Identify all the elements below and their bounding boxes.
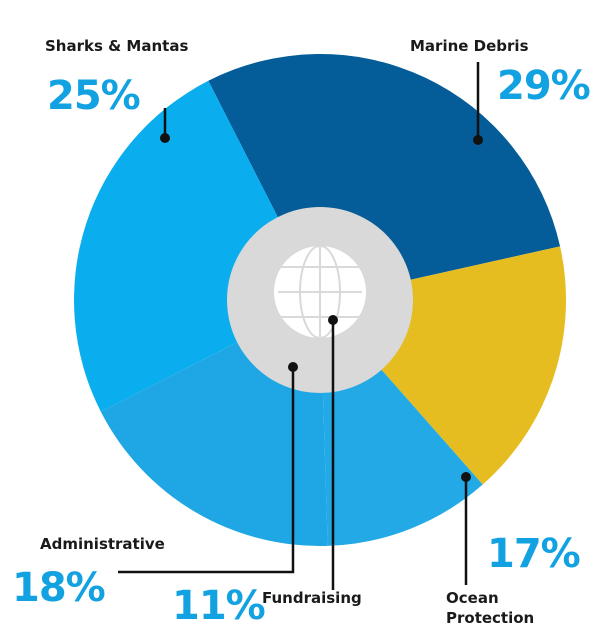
leader-dot [473, 135, 483, 145]
leader-dot [461, 472, 471, 482]
value-label: 17% [487, 532, 580, 576]
leader-dot [288, 362, 298, 372]
value-label: 18% [12, 566, 105, 610]
page: {"chart_data": {"type": "pie", "categori… [0, 0, 603, 627]
category-label: Administrative [40, 534, 165, 554]
category-label: Ocean Protection [446, 588, 546, 628]
leader-dot [160, 133, 170, 143]
leader-dot [328, 315, 338, 325]
value-label: 11% [172, 584, 265, 628]
category-label: Fundraising [262, 588, 362, 608]
value-label: 25% [47, 74, 140, 118]
value-label: 29% [497, 64, 590, 108]
category-label: Marine Debris [410, 36, 529, 56]
category-label: Sharks & Mantas [45, 36, 188, 56]
